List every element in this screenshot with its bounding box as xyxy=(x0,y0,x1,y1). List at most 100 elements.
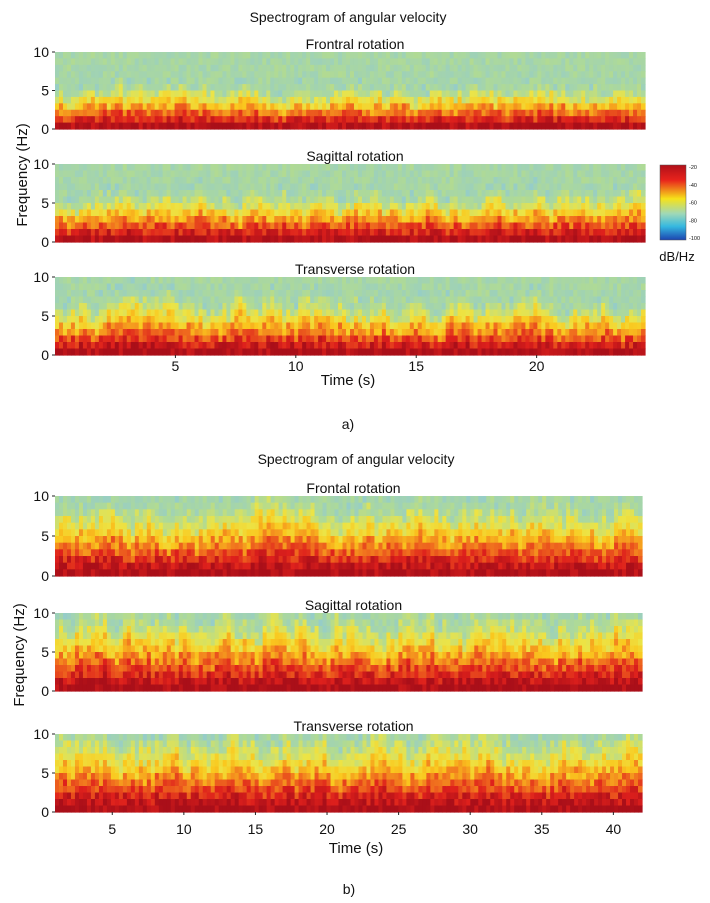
spectrogram-cell xyxy=(218,203,224,211)
spectrogram-cell xyxy=(206,229,212,237)
spectrogram-cell xyxy=(489,329,495,337)
spectrogram-cell xyxy=(190,90,196,98)
spectrogram-cell xyxy=(266,235,271,243)
spectrogram-cell xyxy=(78,190,84,198)
spectrogram-cell xyxy=(334,190,339,198)
spectrogram-cell xyxy=(330,77,335,85)
spectrogram-cell xyxy=(318,309,323,317)
spectrogram-cell xyxy=(421,203,427,211)
spectrogram-cell xyxy=(405,235,411,243)
spectrogram-cell xyxy=(409,335,415,343)
spectrogram-cell xyxy=(326,316,331,324)
spectrogram-cell xyxy=(569,58,574,66)
spectrogram-cell xyxy=(214,290,220,298)
spectrogram-cell xyxy=(501,103,507,111)
spectrogram-cell xyxy=(405,103,411,111)
spectrogram-cell xyxy=(338,216,343,224)
spectrogram-cell xyxy=(70,170,76,178)
spectrogram-cell xyxy=(357,203,363,211)
spectrogram-cell xyxy=(302,329,307,337)
spectrogram-cell xyxy=(330,316,335,324)
spectrogram-cell xyxy=(55,290,60,298)
spectrogram-cell xyxy=(573,196,578,204)
spectrogram-cell xyxy=(585,183,590,191)
spectrogram-cell xyxy=(154,170,160,178)
spectrogram-cell xyxy=(577,52,582,60)
spectrogram-cell xyxy=(609,216,614,224)
spectrogram-cell xyxy=(513,335,519,343)
spectrogram-cell xyxy=(166,303,172,311)
spectrogram-cell xyxy=(505,316,511,324)
spectrogram-cell xyxy=(222,216,228,224)
spectrogram-cell xyxy=(465,322,471,330)
spectrogram-cell xyxy=(509,342,515,350)
spectrogram-cell xyxy=(70,290,76,298)
spectrogram-cell xyxy=(90,52,96,60)
spectrogram-cell xyxy=(413,77,419,85)
spectrogram-cell xyxy=(110,71,116,79)
spectrogram-cell xyxy=(497,222,503,230)
spectrogram-cell xyxy=(401,90,407,98)
spectrogram-cell xyxy=(262,183,267,191)
spectrogram-cell xyxy=(218,335,224,343)
spectrogram-cell xyxy=(633,177,638,185)
spectrogram-cell xyxy=(417,90,423,98)
spectrogram-cell xyxy=(621,77,626,85)
spectrogram-cell xyxy=(338,183,343,191)
spectrogram-cell xyxy=(258,290,263,298)
spectrogram-cell xyxy=(469,216,475,224)
spectrogram-cell xyxy=(421,229,427,237)
spectrogram-cell xyxy=(477,64,483,72)
spectrogram-cell xyxy=(94,235,100,243)
spectrogram-cell xyxy=(549,190,554,198)
spectrogram-cell xyxy=(489,71,495,79)
spectrogram-cell xyxy=(477,303,483,311)
spectrogram-cell xyxy=(166,90,172,98)
spectrogram-cell xyxy=(397,216,403,224)
spectrogram-cell xyxy=(393,329,399,337)
spectrogram-cell xyxy=(545,77,550,85)
spectrogram-cell xyxy=(234,170,239,178)
spectrogram-cell xyxy=(334,235,339,243)
spectrogram-cell xyxy=(74,303,80,311)
spectrogram-cell xyxy=(377,190,383,198)
spectrogram-cell xyxy=(278,322,283,330)
spectrogram-cell xyxy=(342,77,347,85)
spectrogram-cell xyxy=(238,116,243,124)
spectrogram-cell xyxy=(521,116,527,124)
spectrogram-cell xyxy=(142,348,148,356)
spectrogram-cell xyxy=(310,290,315,298)
spectrogram-cell xyxy=(613,52,618,60)
spectrogram-cell xyxy=(361,303,367,311)
spectrogram-cell xyxy=(134,96,140,104)
spectrogram-cell xyxy=(214,177,220,185)
spectrogram-cell xyxy=(226,290,232,298)
spectrogram-cell xyxy=(637,71,642,79)
spectrogram-cell xyxy=(138,164,144,172)
spectrogram-cell xyxy=(501,290,507,298)
spectrogram-cell xyxy=(74,177,80,185)
spectrogram-cell xyxy=(565,109,570,117)
spectrogram-cell xyxy=(55,316,60,324)
spectrogram-cell xyxy=(517,71,523,79)
spectrogram-cell xyxy=(581,84,586,92)
spectrogram-cell xyxy=(509,103,515,111)
spectrogram-cell xyxy=(461,183,467,191)
spectrogram-cell xyxy=(569,183,574,191)
spectrogram-cell xyxy=(501,77,507,85)
spectrogram-cell xyxy=(150,222,156,230)
spectrogram-cell xyxy=(477,229,483,237)
spectrogram-cell xyxy=(122,290,128,298)
spectrogram-cell xyxy=(397,335,403,343)
spectrogram-cell xyxy=(429,309,435,317)
spectrogram-cell xyxy=(222,316,228,324)
spectrogram-cell xyxy=(138,277,144,285)
spectrogram-cell xyxy=(350,116,355,124)
spectrogram-cell xyxy=(334,329,339,337)
spectrogram-cell xyxy=(194,77,200,85)
spectrogram-cell xyxy=(134,177,140,185)
spectrogram-cell xyxy=(94,103,100,111)
spectrogram-cell xyxy=(294,222,299,230)
spectrogram-cell xyxy=(334,164,339,172)
spectrogram-cell xyxy=(589,116,594,124)
